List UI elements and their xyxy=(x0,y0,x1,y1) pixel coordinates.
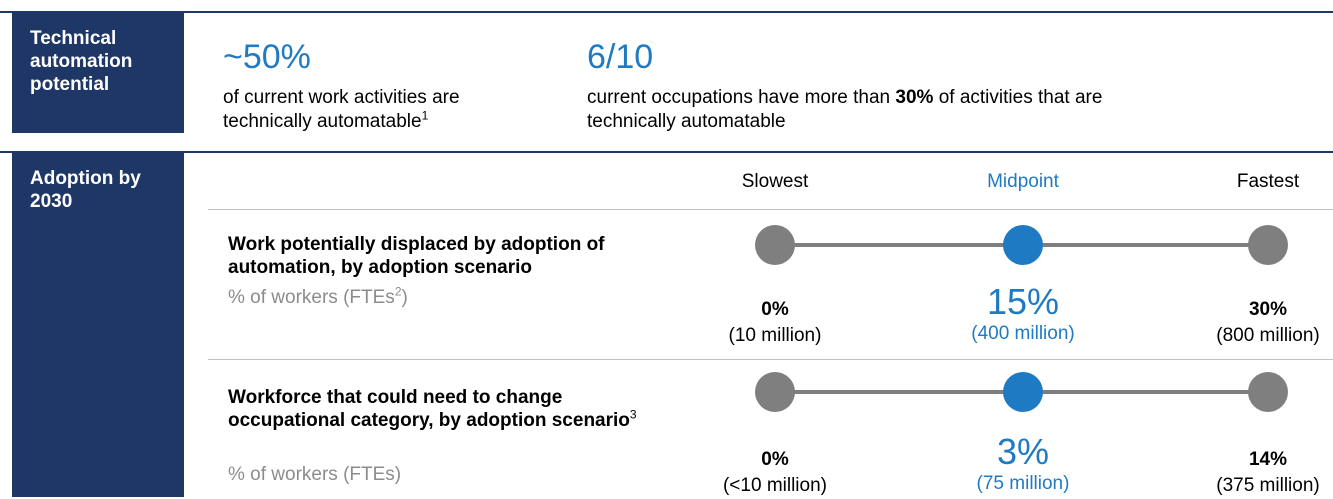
text: of activities that are technically autom… xyxy=(587,87,1103,132)
divider xyxy=(208,359,1333,360)
text: current occupations have more than xyxy=(587,87,896,108)
dot xyxy=(1003,225,1043,265)
pct: 15% xyxy=(986,281,1060,322)
footnote: 2 xyxy=(394,284,402,299)
text: % of workers (FTEs) xyxy=(228,464,402,485)
dot xyxy=(755,225,795,265)
count: (<10 million) xyxy=(722,475,827,496)
footnote: 1 xyxy=(421,108,429,123)
count: (800 million) xyxy=(1216,325,1320,346)
point-value: 15% (400 million) xyxy=(923,283,1123,347)
dot xyxy=(1248,225,1288,265)
point-value: 30% (800 million) xyxy=(1168,297,1333,349)
row-subtitle: % of workers (FTEs) xyxy=(228,463,401,487)
count: (375 million) xyxy=(1216,475,1320,496)
dot xyxy=(1003,372,1043,412)
pct: 0% xyxy=(761,299,789,320)
section-label: Technical automation potential xyxy=(12,13,184,133)
text: of current work activities are technical… xyxy=(223,87,460,132)
count: (75 million) xyxy=(976,473,1070,494)
top-rule xyxy=(0,11,1333,13)
count: (400 million) xyxy=(971,323,1075,344)
pct: 14% xyxy=(1248,449,1288,470)
section-rule xyxy=(0,151,1333,153)
text: Work potentially displaced by adoption o… xyxy=(228,234,605,278)
point-value: 0% (10 million) xyxy=(675,297,875,349)
point-value: 0% (<10 million) xyxy=(675,447,875,499)
section-label: Adoption by 2030 xyxy=(12,153,184,497)
stat-text: current occupations have more than 30% o… xyxy=(587,86,1107,134)
pct: 3% xyxy=(996,431,1050,472)
dot xyxy=(755,372,795,412)
pct: 30% xyxy=(1248,299,1288,320)
pct: 0% xyxy=(761,449,789,470)
row-title: Workforce that could need to change occu… xyxy=(228,386,668,432)
stat-value: 6/10 xyxy=(587,38,654,76)
footnote: 3 xyxy=(629,407,637,422)
text: ) xyxy=(401,287,408,308)
row-subtitle: % of workers (FTEs2) xyxy=(228,286,408,310)
scenario-header: Slowest xyxy=(741,171,809,192)
text: Workforce that could need to change occu… xyxy=(228,387,630,431)
label-text: Adoption by 2030 xyxy=(30,168,141,212)
scenario-header: Fastest xyxy=(1236,171,1300,192)
stat-text: of current work activities are technical… xyxy=(223,86,543,134)
divider xyxy=(208,209,1333,210)
label-text: Technical automation potential xyxy=(30,28,133,95)
dot xyxy=(1248,372,1288,412)
point-value: 3% (75 million) xyxy=(923,433,1123,497)
count: (10 million) xyxy=(728,325,822,346)
scenario-header: Midpoint xyxy=(987,171,1059,192)
row-title: Work potentially displaced by adoption o… xyxy=(228,233,688,279)
stat-value: ~50% xyxy=(223,38,311,76)
point-value: 14% (375 million) xyxy=(1168,447,1333,499)
text: % of workers (FTEs xyxy=(228,287,395,308)
bold-text: 30% xyxy=(895,87,934,108)
